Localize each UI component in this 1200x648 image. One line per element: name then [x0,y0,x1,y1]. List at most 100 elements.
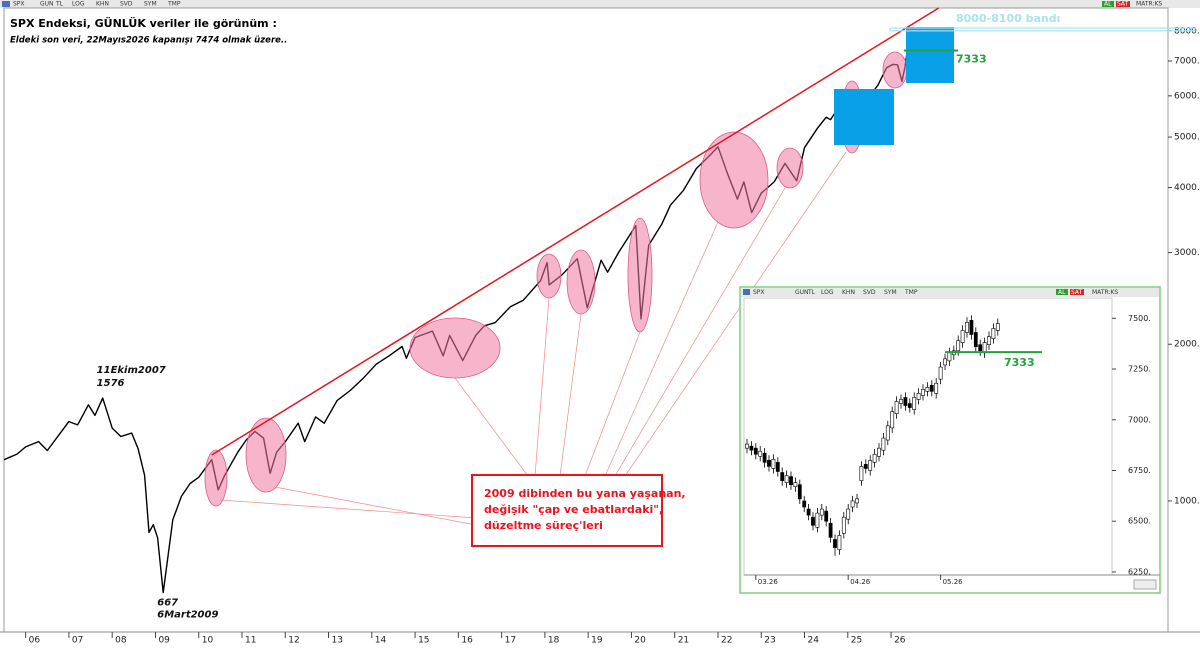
candle-body [806,508,811,516]
toolbar-button[interactable]: KHN [96,1,109,8]
toolbar-icon [2,1,10,7]
toolbar-button[interactable]: SYM [884,289,897,296]
callout-line: değişik "çap ve ebatlardaki", [484,503,663,516]
x-tick-label: 14 [375,636,387,646]
candle-body [872,453,877,463]
toolbar-button[interactable]: TMP [167,1,181,8]
overlays: 8000-8100 bandı 7333 11Ekim2007 1576 6676Mar… [97,7,1196,620]
y-tick-label: 6500. [1128,517,1151,526]
candle-body [758,450,763,457]
level-label: 7333 [956,53,987,66]
toolbar-button[interactable]: SYM [144,1,157,8]
y-tick-label: 7000. [1128,415,1151,424]
candle-body [767,460,771,467]
buy-button[interactable]: AL [1058,289,1066,296]
candle-body [863,464,868,469]
x-tick-label: 16 [461,636,473,646]
x-tick-label: 07 [72,636,83,646]
candle-body [859,466,864,481]
toolbar-button[interactable]: LOG [821,289,834,296]
correction-ellipse [536,253,562,299]
candle-body [947,352,952,362]
toolbar-button[interactable]: SVD [863,289,876,296]
toolbar-buttons: GUN TL LOG KHN SVD SYM TMP [795,289,918,296]
toolbar-button[interactable]: TL [55,1,64,8]
matrix-label[interactable]: MATR:KS [1136,1,1162,8]
x-tick-label: 15 [418,636,429,646]
inset-window: SPX GUN TL LOG KHN SVD SYM TMP AL SAT MATR:KS … [739,286,1161,594]
candle-body [907,403,912,408]
x-tick-label: 21 [678,636,689,646]
x-tick-label: 11 [245,636,256,646]
leader-line [559,313,582,477]
sell-button-bg [1070,289,1084,295]
x-tick-label: 04.26 [850,578,871,586]
buy-button-bg [1102,1,1114,7]
leader-line [584,331,641,477]
toolbar-button[interactable]: LOG [72,1,85,8]
x-tick-label: 26 [894,636,906,646]
candle-body [916,393,921,400]
level-label: 7333 [1004,356,1035,369]
candle-body [925,386,930,392]
matrix-label[interactable]: MATR:KS [1092,289,1118,296]
candle-body [784,475,789,483]
toolbar-symbol[interactable]: SPX [13,1,25,8]
candle-body [833,539,837,548]
candle-body [881,437,886,451]
candle-body [929,384,934,392]
candle-body [850,500,855,508]
x-tick-label: 23 [764,636,775,646]
toolbar-symbol[interactable]: SPX [753,289,765,296]
x-tick-label: 03.26 [758,578,779,586]
candle-body [965,322,969,333]
toolbar-button[interactable]: SVD [120,1,133,8]
candle-body [903,397,908,406]
buy-button-bg [1056,289,1068,295]
leader-line [274,486,477,526]
candle-body [956,340,961,352]
candle-body [938,366,943,380]
candle-body [841,516,846,534]
correction-ellipse [776,147,804,189]
trendline [211,7,940,456]
y-tick-label: 5000. [1174,133,1200,143]
y-tick-label: 3000. [1174,248,1200,258]
candle-body [780,472,785,481]
candle-body [762,452,767,463]
toolbar-button[interactable]: TMP [904,289,918,296]
candle-body [868,460,873,471]
y-tick-label: 7000. [1174,57,1200,67]
candle-body [753,447,758,455]
leader-line [534,297,550,477]
candle-body [921,389,925,396]
candle-body [819,508,824,516]
candle-body [815,512,820,528]
y-tick-label: 7500. [1128,314,1151,323]
x-tick-label: 20 [634,636,646,646]
candle-body [793,482,798,488]
candle-body [973,332,978,348]
toolbar-button[interactable]: KHN [842,289,855,296]
candle-body [824,510,829,522]
correction-ellipse [882,51,908,89]
annotation-value: 667 [157,597,178,608]
target-band [889,27,1196,32]
toolbar-button[interactable]: GUN [40,1,54,8]
y-tick-label: 4000. [1174,183,1200,193]
sell-button[interactable]: SAT [1071,289,1083,296]
toolbar-button[interactable]: TL [807,289,816,296]
correction-ellipse [204,449,228,507]
scroll-buttons[interactable] [1133,579,1157,590]
buy-button[interactable]: AL [1104,1,1112,8]
leader-line [604,221,719,477]
candle-body [894,401,899,414]
correction-ellipse [566,249,596,315]
callout-box [471,474,663,547]
toolbar-button[interactable]: GUN [795,289,809,296]
x-tick-label: 09 [158,636,170,646]
sell-button[interactable]: SAT [1117,1,1129,8]
x-tick-label: 13 [332,636,343,646]
x-tick-label: 25 [851,636,862,646]
callout-line: 2009 dibinden bu yana yaşanan, [484,487,686,500]
